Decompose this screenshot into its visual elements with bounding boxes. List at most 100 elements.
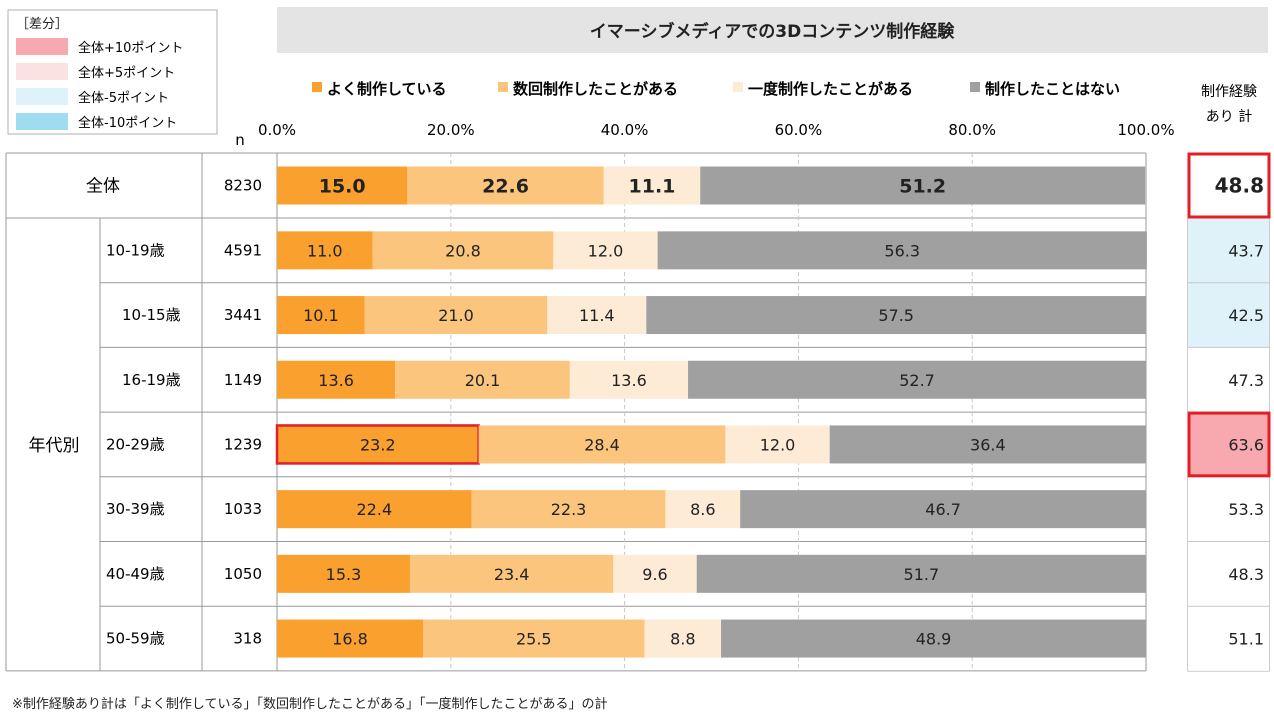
bar-segment xyxy=(665,490,741,529)
bar-segment xyxy=(478,425,726,464)
legend-swatch-never xyxy=(970,82,980,92)
legend-label-several: 数回制作したことがある xyxy=(513,80,678,98)
bar-segment xyxy=(277,360,396,399)
group-label: 年代別 xyxy=(29,436,80,456)
total-cell xyxy=(1188,347,1269,413)
bar-segment xyxy=(696,554,1146,593)
row-label: 20-29歳 xyxy=(106,435,165,453)
row-label: 10-15歳 xyxy=(122,306,181,324)
bar-segment xyxy=(547,296,647,335)
bar-segment xyxy=(613,554,697,593)
total-header-line2: あり 計 xyxy=(1206,109,1252,125)
row-label: 50-59歳 xyxy=(106,630,165,648)
total-cell xyxy=(1188,541,1269,607)
legend-swatch-several xyxy=(498,82,508,92)
bar-value-label: 12.0 xyxy=(760,435,796,454)
bar-segment xyxy=(409,554,614,593)
title-banner xyxy=(277,7,1268,53)
bar-value-label: 56.3 xyxy=(884,241,920,260)
total-value: 51.1 xyxy=(1228,630,1264,649)
bar-value-label: 20.1 xyxy=(465,371,501,390)
bar-segment xyxy=(700,166,1146,205)
series-legend: よく制作している 数回制作したことがある 一度制作したことがある 制作したことは… xyxy=(312,80,1120,98)
row-n: 8230 xyxy=(224,177,262,195)
bar-segment xyxy=(644,619,722,658)
bar-segment xyxy=(372,231,554,270)
row-n: 1050 xyxy=(224,565,262,583)
bar-value-label: 13.6 xyxy=(611,371,647,390)
bar-segment xyxy=(829,425,1146,464)
bar-value-label: 12.0 xyxy=(588,241,624,260)
diff-label-plus10: 全体+10ポイント xyxy=(78,40,183,56)
x-tick-label: 20.0% xyxy=(427,121,475,139)
bar-value-label: 23.2 xyxy=(360,435,396,454)
total-value: 63.6 xyxy=(1228,435,1264,454)
bar-segment xyxy=(277,554,410,593)
bar-value-label: 11.1 xyxy=(629,176,676,198)
bar-segment xyxy=(275,424,480,465)
bar-segment xyxy=(657,231,1147,270)
legend-swatch-once xyxy=(733,82,743,92)
row-n: 318 xyxy=(233,630,262,648)
bar-value-label: 21.0 xyxy=(438,306,474,325)
row-label: 16-19歳 xyxy=(122,371,181,389)
diff-label-plus5: 全体+5ポイント xyxy=(78,65,175,81)
bar-value-label: 20.8 xyxy=(445,241,481,260)
bar-value-label: 36.4 xyxy=(970,435,1006,454)
total-value: 48.3 xyxy=(1228,565,1264,584)
n-header: n xyxy=(235,131,245,149)
bar-value-label: 57.5 xyxy=(878,306,914,325)
chart-title: イマーシブメディアでの3Dコンテンツ制作経験 xyxy=(590,21,955,42)
total-cell xyxy=(1188,282,1269,348)
bar-value-label: 23.4 xyxy=(494,565,530,584)
total-value: 42.5 xyxy=(1228,306,1264,325)
legend-label-once: 一度制作したことがある xyxy=(748,80,913,98)
total-cell xyxy=(1188,606,1269,671)
diff-swatch-minus5 xyxy=(16,88,68,105)
total-highlight-frame xyxy=(1187,152,1271,219)
bar-value-label: 22.4 xyxy=(357,500,393,519)
diff-legend: ［差分］ 全体+10ポイント 全体+5ポイント 全体-5ポイント 全体-10ポイ… xyxy=(7,9,218,135)
bar-segment xyxy=(395,360,570,399)
x-tick-label: 60.0% xyxy=(775,121,823,139)
row-label: 40-49歳 xyxy=(106,565,165,583)
row-n: 1149 xyxy=(224,371,262,389)
x-tick-label: 100.0% xyxy=(1117,121,1174,139)
bar-value-label: 52.7 xyxy=(899,371,935,390)
bar-value-label: 11.0 xyxy=(307,241,343,260)
row-label: 全体 xyxy=(86,177,120,197)
bar-value-label: 15.3 xyxy=(326,565,362,584)
bar-value-label: 22.6 xyxy=(482,176,529,198)
bar-value-label: 25.5 xyxy=(516,630,552,649)
total-value: 53.3 xyxy=(1228,500,1264,519)
x-tick-label: 0.0% xyxy=(258,121,296,139)
bar-segment xyxy=(603,166,701,205)
bar-value-label: 9.6 xyxy=(642,565,667,584)
bar-segment xyxy=(646,296,1146,335)
legend-label-often: よく制作している xyxy=(327,80,447,98)
total-value: 43.7 xyxy=(1228,241,1264,260)
diff-swatch-plus5 xyxy=(16,63,68,80)
bar-segment xyxy=(688,360,1146,399)
legend-label-never: 制作したことはない xyxy=(985,80,1120,98)
bar-value-label: 10.1 xyxy=(303,306,339,325)
bar-segment xyxy=(277,490,472,529)
total-cell xyxy=(1188,476,1269,542)
bar-segment xyxy=(277,619,423,658)
bar-segment xyxy=(553,231,658,270)
bar-value-label: 16.8 xyxy=(332,630,368,649)
legend-swatch-often xyxy=(312,82,322,92)
row-label: 10-19歳 xyxy=(106,241,165,259)
bar-value-label: 28.4 xyxy=(584,435,620,454)
x-tick-label: 40.0% xyxy=(601,121,649,139)
bar-segment xyxy=(725,425,830,464)
bar-value-label: 11.4 xyxy=(579,306,615,325)
bar-segment xyxy=(422,619,645,658)
total-highlight-frame xyxy=(1187,411,1271,478)
bars: 15.0 22.6 11.1 51.2 11.0 20.8 12.0 56.3 10.1 21.0… xyxy=(275,166,1147,658)
bar-segment xyxy=(721,619,1146,658)
bar-value-label: 46.7 xyxy=(925,500,961,519)
x-axis-ticks: 0.0% 20.0% 40.0% 60.0% 80.0% 100.0% xyxy=(258,121,1175,139)
bar-value-label: 8.6 xyxy=(690,500,715,519)
bar-value-label: 51.2 xyxy=(899,176,946,198)
